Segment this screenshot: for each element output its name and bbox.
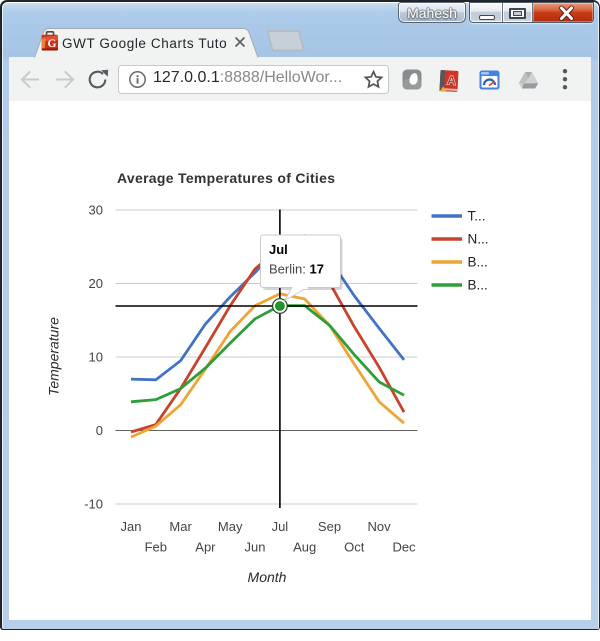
svg-text:Sep: Sep (318, 519, 341, 534)
svg-text:A: A (447, 73, 457, 87)
svg-text:Jan: Jan (121, 519, 142, 534)
svg-text:Temperature: Temperature (46, 317, 62, 396)
svg-text:Berlin: 17: Berlin: 17 (269, 262, 324, 277)
svg-text:0: 0 (96, 423, 103, 438)
svg-text:May: May (218, 519, 243, 534)
svg-text:Feb: Feb (145, 540, 167, 555)
svg-text:10: 10 (89, 350, 103, 365)
svg-text:Dec: Dec (392, 540, 416, 555)
svg-text:30: 30 (89, 203, 103, 218)
svg-text:T...: T... (468, 209, 486, 224)
svg-text:Mar: Mar (169, 519, 192, 534)
svg-text:-10: -10 (84, 497, 103, 512)
svg-text:Jun: Jun (245, 540, 266, 555)
svg-text:Month: Month (248, 569, 287, 585)
svg-text:B...: B... (468, 255, 488, 270)
svg-text:Oct: Oct (344, 540, 365, 555)
svg-text:Jul: Jul (269, 242, 288, 257)
svg-text:Jul: Jul (272, 519, 289, 534)
svg-text:N...: N... (468, 232, 489, 247)
svg-text:Average Temperatures of Cities: Average Temperatures of Cities (117, 170, 335, 186)
svg-text:Aug: Aug (293, 540, 316, 555)
svg-text:B...: B... (468, 278, 488, 293)
svg-text:Nov: Nov (368, 519, 392, 534)
svg-text:Apr: Apr (195, 540, 216, 555)
svg-text:20: 20 (89, 276, 103, 291)
svg-text:G: G (47, 38, 56, 50)
